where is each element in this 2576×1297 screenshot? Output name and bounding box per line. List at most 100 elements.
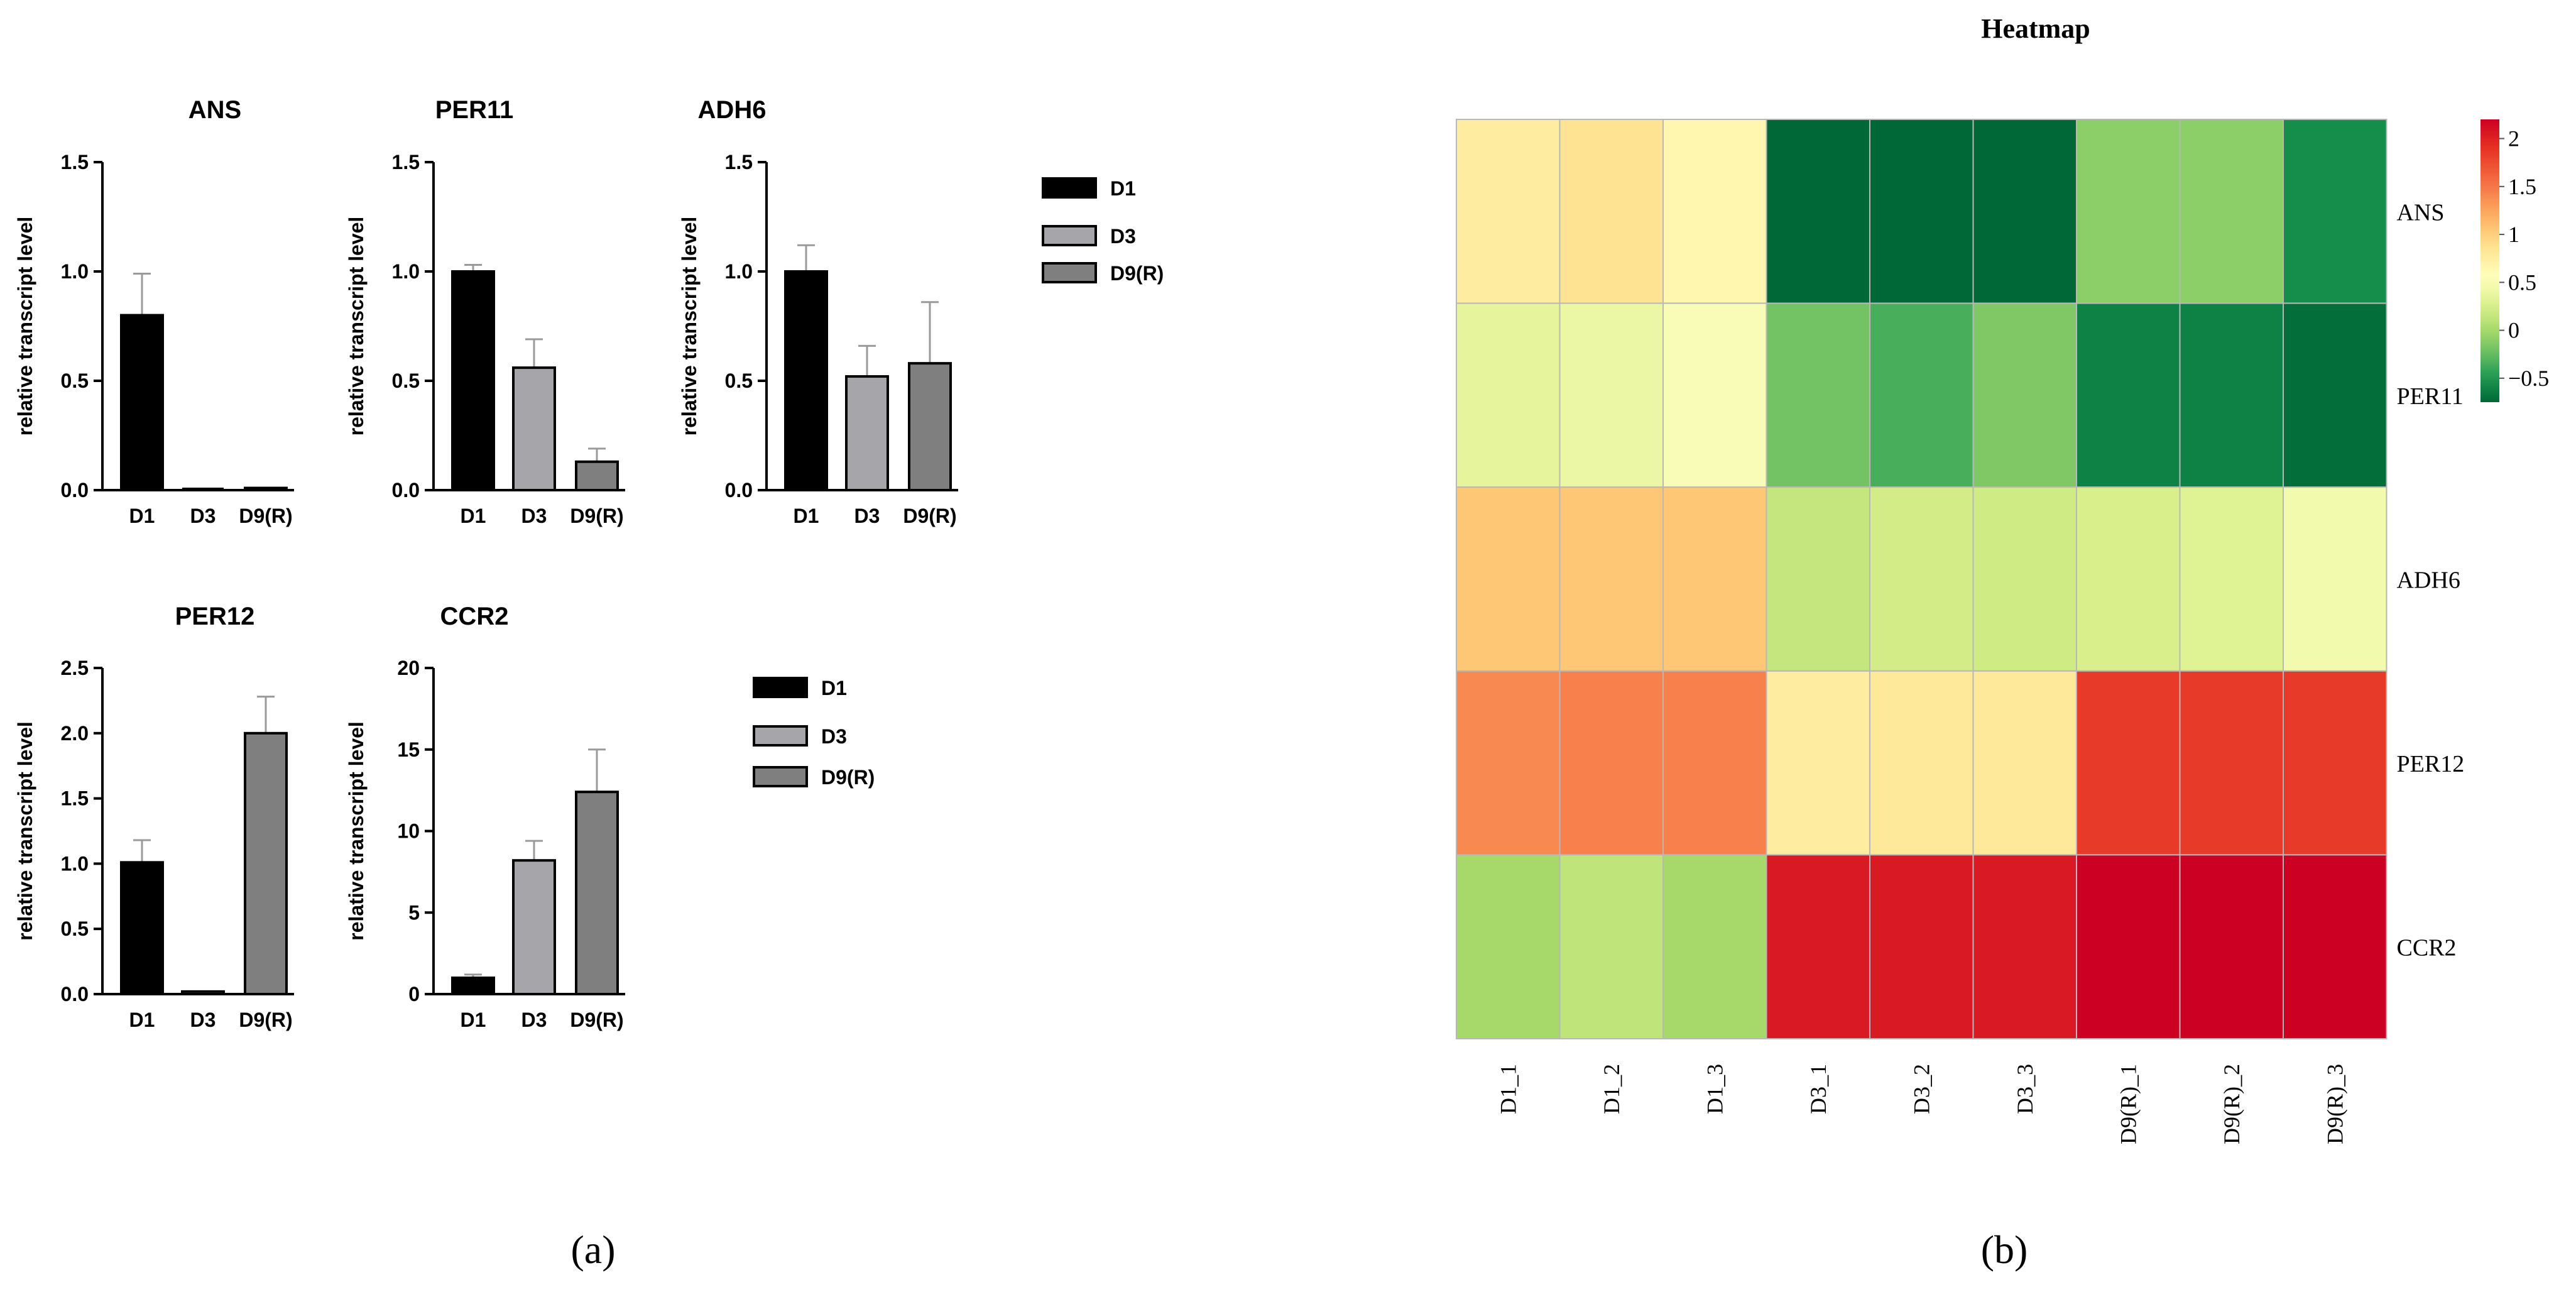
y-axis-label: relative transcript level: [14, 217, 36, 436]
heatmap-cell: [2179, 302, 2284, 488]
heatmap-cell: [1559, 119, 1664, 304]
bar-d3: [512, 366, 556, 491]
heatmap-cell: [1662, 486, 1767, 672]
heatmap-cell: [1559, 302, 1664, 488]
x-tick-label: D3: [854, 505, 880, 527]
bar-d1: [451, 270, 495, 491]
heatmap-cell: [1662, 670, 1767, 856]
x-tick-label: D1: [461, 1009, 486, 1031]
heatmap-cell: [2179, 670, 2284, 856]
x-tick-label: D1: [129, 505, 155, 527]
bar-d1: [120, 314, 164, 491]
heatmap-cell: [2283, 302, 2388, 488]
x-tick-label: D3: [190, 1009, 216, 1031]
y-tick-label: 1.0: [61, 260, 89, 283]
bar-chart-per12: PER12 0.0 0.5 1.0 1.5 2.0 2.5 relative transcr…: [14, 603, 294, 1031]
heatmap-cell: [2076, 302, 2181, 488]
heatmap-title: Heatmap: [1981, 13, 2090, 44]
heatmap-col-label: D3_3: [2012, 1064, 2038, 1114]
colorbar-tick-label: 1: [2508, 222, 2519, 247]
heatmap-cell: [2283, 670, 2388, 856]
heatmap-cell: [2076, 119, 2181, 304]
panel-label-b: (b): [1981, 1227, 2028, 1272]
heatmap-cell: [1662, 854, 1767, 1040]
heatmap-cell: [1559, 486, 1664, 672]
heatmap-cell: [2179, 854, 2284, 1040]
y-tick-label: 20: [397, 657, 420, 679]
heatmap-cell: [1766, 119, 1870, 304]
x-tick-label: D3: [521, 1009, 547, 1031]
heatmap-cell: [1869, 302, 1974, 488]
bar-d1: [120, 861, 164, 995]
x-tick-label: D9(R): [570, 505, 623, 527]
heatmap-cell: [1972, 302, 2077, 488]
y-tick-label: 1.5: [61, 151, 89, 173]
bar-chart-ccr2: CCR2 0 5 10 15 20 relative transcript level D1…: [345, 603, 625, 1031]
heatmap-cell: [1456, 119, 1561, 304]
y-tick-label: 0.5: [392, 369, 420, 392]
bar-d9r: [575, 460, 619, 492]
heatmap-cell: [1766, 854, 1870, 1040]
bar-d9r: [908, 362, 952, 491]
y-axis-label: relative transcript level: [14, 721, 36, 941]
heatmap-cell: [1456, 302, 1561, 488]
y-tick-label: 2.0: [61, 722, 89, 745]
heatmap-row-label: ANS: [2397, 199, 2445, 226]
colorbar-gradient: [2480, 119, 2499, 402]
bar-d9r: [575, 791, 619, 995]
heatmap-cell: [1869, 119, 1974, 304]
legend-swatch-2: [753, 766, 808, 787]
heatmap-col-label: D3_1: [1806, 1064, 1831, 1114]
y-tick-label: 0.0: [725, 479, 753, 501]
legend-label-d1: D1: [821, 677, 847, 699]
bar-chart-per11: PER11 0.0 0.5 1.0 1.5 relative transcript le…: [345, 96, 625, 527]
heatmap-cell: [1766, 302, 1870, 488]
x-tick-label: D1: [794, 505, 819, 527]
x-tick-label: D9(R): [239, 1009, 292, 1031]
heatmap-cell: [1662, 119, 1767, 304]
chart-title: CCR2: [440, 603, 509, 630]
y-tick-label: 2.5: [61, 657, 89, 679]
legend-label-d9r: D9(R): [821, 766, 875, 789]
y-tick-label: 1.0: [61, 852, 89, 875]
y-tick-label: 0.5: [61, 917, 89, 940]
heatmap-cell: [2283, 119, 2388, 304]
heatmap-cell: [1869, 486, 1974, 672]
heatmap-cell: [2179, 119, 2284, 304]
heatmap-col-label: D1_1: [1495, 1064, 1520, 1114]
heatmap-cell: [2283, 854, 2388, 1040]
y-axis-label: relative transcript level: [345, 217, 368, 436]
y-tick-label: 10: [397, 820, 420, 843]
heatmap-cell: [1972, 670, 2077, 856]
heatmap-chart: Heatmap ANS PER11 ADH6 PER12 CCR2 D1_1 D1_2 D1_…: [1456, 13, 2464, 1144]
heatmap-cell: [1766, 670, 1870, 856]
heatmap-row-label: PER11: [2397, 383, 2464, 410]
heatmap-col-label: D9(R)_3: [2322, 1064, 2347, 1144]
bar-chart-ans: ANS 0.0 0.5 1.0 1.5 relative transcript leve…: [14, 96, 294, 527]
y-tick-label: 0.0: [61, 479, 89, 501]
x-tick-label: D9(R): [239, 505, 292, 527]
x-tick-label: D3: [521, 505, 547, 527]
chart-title: ADH6: [698, 96, 767, 124]
bar-d9r: [244, 486, 288, 492]
colorbar-tick-label: 0: [2508, 318, 2519, 343]
bar-d3: [512, 859, 556, 995]
heatmap-col-label: D1_2: [1599, 1064, 1624, 1114]
legend-swatch-0: [753, 677, 808, 698]
y-tick-label: 1.5: [725, 151, 753, 173]
heatmap-col-label: D9(R)_2: [2219, 1064, 2244, 1144]
legend-top: D1 D3 D9(R): [1042, 177, 1164, 285]
bar-d1: [451, 977, 495, 996]
heatmap-cell: [1456, 854, 1561, 1040]
bar-d1: [784, 270, 828, 491]
y-tick-label: 1.5: [392, 151, 420, 173]
y-tick-label: 0.0: [61, 983, 89, 1005]
heatmap-cell: [1559, 670, 1664, 856]
y-tick-label: 5: [408, 901, 420, 924]
heatmap-col-label: D3_2: [1909, 1064, 1934, 1114]
heatmap-cell: [1972, 119, 2077, 304]
colorbar-tick-label: 2: [2508, 126, 2519, 151]
colorbar-tick-label: 1.5: [2508, 174, 2536, 199]
colorbar-tick-label: −0.5: [2508, 366, 2549, 391]
